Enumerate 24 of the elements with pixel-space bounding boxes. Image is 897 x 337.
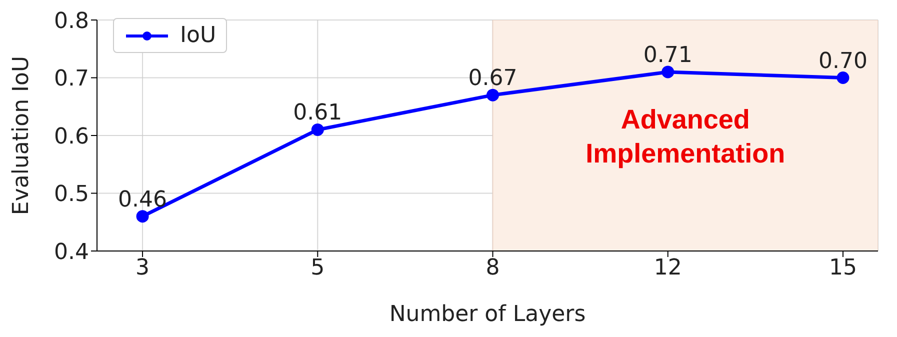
data-label: 0.71: [643, 42, 692, 68]
y-axis-title: Evaluation IoU: [9, 56, 34, 216]
x-tick-label: 3: [136, 256, 150, 281]
y-tick-label: 0.8: [54, 8, 89, 34]
point: [836, 72, 850, 84]
point: [311, 123, 324, 136]
band-label: Advanced Implementation: [586, 104, 786, 168]
x-tick-label: 8: [486, 256, 500, 281]
x-tick-label: 12: [654, 256, 682, 281]
data-label: 0.70: [818, 48, 868, 74]
y-tick-label: 0.5: [54, 182, 89, 208]
y-tick-label: 0.7: [54, 66, 89, 92]
legend-label: IoU: [180, 23, 216, 48]
data-label: 0.46: [118, 187, 168, 212]
data-label: 0.61: [293, 100, 342, 126]
data-label: 0.67: [468, 66, 518, 92]
y-tick-label: 0.6: [54, 124, 89, 150]
y-tick-label: 0.4: [54, 240, 89, 265]
point: [486, 88, 500, 102]
point: [136, 210, 149, 223]
x-tick-label: 15: [828, 256, 857, 281]
point: [662, 66, 674, 78]
x-tick-label: 5: [310, 256, 325, 281]
x-axis-title: Number of Layers: [389, 302, 586, 327]
